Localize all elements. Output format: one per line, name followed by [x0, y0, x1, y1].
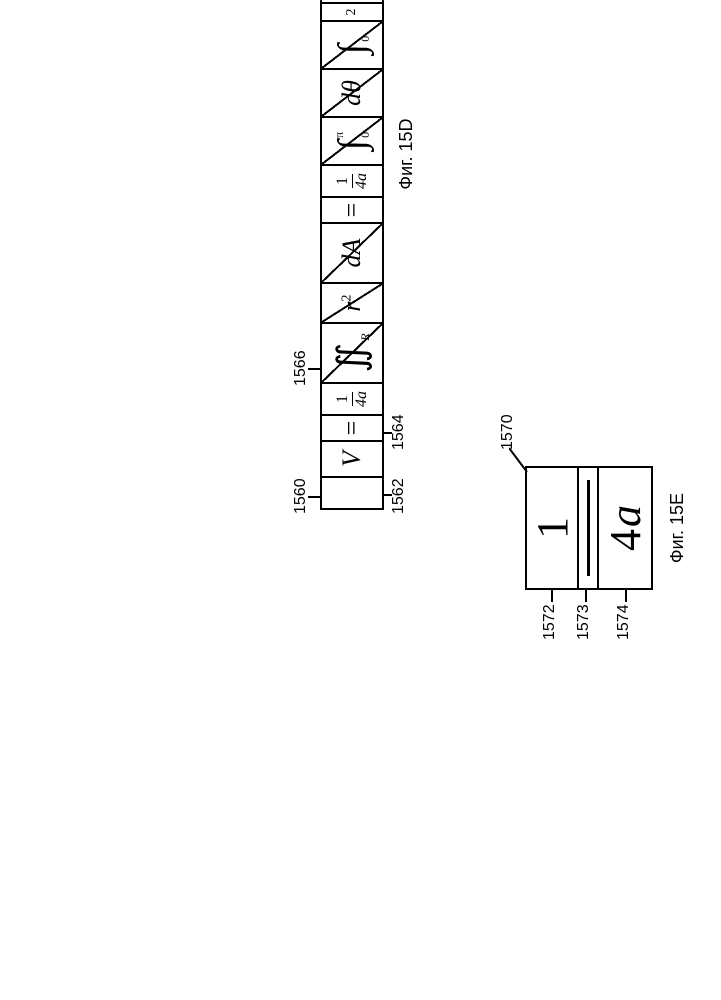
- fraction-denominator: 4a: [599, 468, 651, 588]
- equation-cell: r2: [322, 282, 382, 322]
- fraction-bar: [579, 468, 599, 588]
- fig-15e: 1570 1 4a 1572 1573 1574 Фиг. 15E: [525, 466, 688, 590]
- page: 24/34 1560 1566 V=14a∬Rr2dA=14a∫π0dθ∫02a…: [0, 0, 721, 1000]
- caption-15e: Фиг. 15E: [667, 466, 688, 590]
- equation-cell: a: [322, 0, 382, 2]
- equation-cell: 14a: [322, 382, 382, 414]
- ref-1572: 1572: [541, 604, 559, 640]
- leader: [308, 368, 320, 370]
- equation-cell: dθ: [322, 68, 382, 116]
- equation-cell: 2: [322, 2, 382, 20]
- ref-1570: 1570: [499, 414, 517, 450]
- leader-diag: [509, 446, 529, 472]
- equation-cell: ∫π0: [322, 116, 382, 164]
- equation-cell: =: [322, 196, 382, 222]
- equation-strip: V=14a∬Rr2dA=14a∫π0dθ∫02asinθr3dr: [320, 0, 384, 510]
- equation-cell: [322, 476, 382, 508]
- fig-15d: 1560 1566 V=14a∬Rr2dA=14a∫π0dθ∫02asinθr3…: [320, 0, 417, 510]
- fraction-box: 1 4a: [525, 466, 653, 590]
- equation-cell: 14a: [322, 164, 382, 196]
- equation-cell: V: [322, 440, 382, 476]
- equation-cell: =: [322, 414, 382, 440]
- ref-1573: 1573: [575, 604, 593, 640]
- ref-1564: 1564: [390, 414, 408, 450]
- ref-1562: 1562: [390, 478, 408, 514]
- leader: [382, 494, 392, 496]
- leader: [625, 590, 627, 602]
- equation-cell: dA: [322, 222, 382, 282]
- leader: [382, 432, 392, 434]
- leader: [308, 496, 320, 498]
- leader: [585, 590, 587, 602]
- leader: [551, 590, 553, 602]
- equation-cell: ∬R: [322, 322, 382, 382]
- fraction-numerator: 1: [527, 468, 579, 588]
- equation-cell: ∫0: [322, 20, 382, 68]
- ref-1574: 1574: [615, 604, 633, 640]
